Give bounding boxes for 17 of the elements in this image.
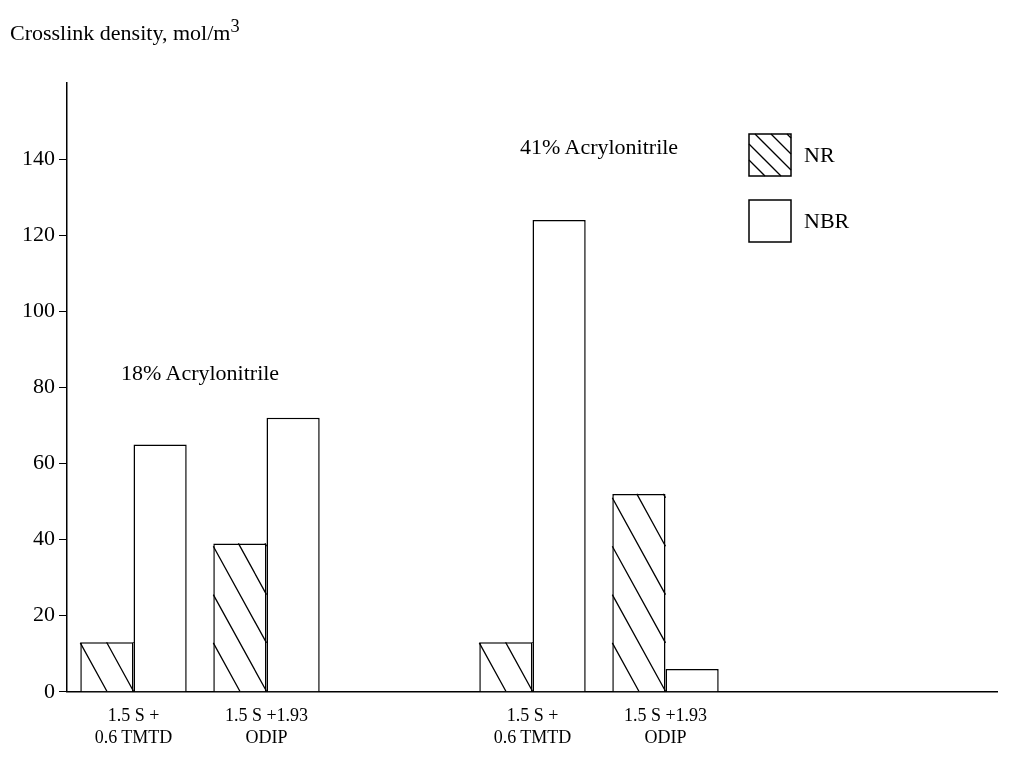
x-tick-label: 1.5 S + 0.6 TMTD (493, 705, 572, 747)
y-tick-label: 40 (33, 525, 55, 551)
text: NR (804, 142, 835, 168)
y-tick-label: 20 (33, 601, 55, 627)
annotation: 18% Acrylonitrile (120, 359, 280, 386)
y-tick-label: 140 (22, 144, 55, 170)
y-tick-label: 0 (44, 677, 55, 703)
y-axis-title: Crosslink density, mol/m$^{3}$ (10, 16, 240, 47)
x-tick-label: 1.5 S +1.93 ODIP (224, 705, 309, 747)
x-tick-label: 1.5 S + 0.6 TMTD (94, 705, 173, 747)
y-tick-label: 80 (33, 373, 55, 399)
text: NBR (804, 208, 850, 234)
y-tick-label: 60 (33, 449, 55, 475)
annotation: 41% Acrylonitrile (519, 133, 679, 160)
y-tick-label: 120 (22, 220, 55, 246)
y-tick-label: 100 (22, 297, 55, 323)
x-tick-label: 1.5 S +1.93 ODIP (623, 705, 708, 747)
